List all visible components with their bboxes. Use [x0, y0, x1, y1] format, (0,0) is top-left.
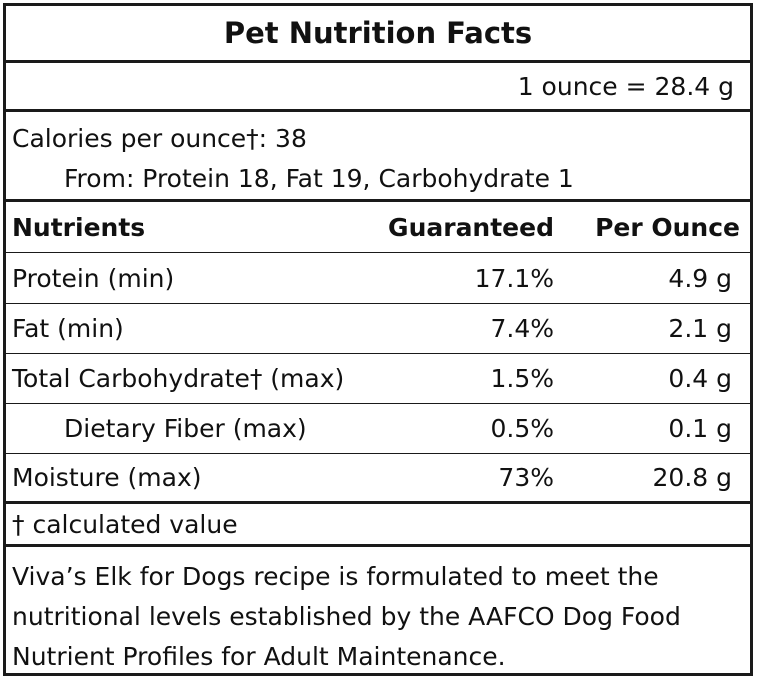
nutrient-guaranteed: 17.1%	[474, 263, 554, 293]
aafco-statement: Viva’s Elk for Dogs recipe is formulated…	[6, 547, 750, 673]
calories-section: Calories per ounce†: 38 From: Protein 18…	[6, 112, 750, 202]
nutrition-facts-panel: Pet Nutrition Facts 1 ounce = 28.4 g Cal…	[3, 3, 753, 676]
serving-size: 1 ounce = 28.4 g	[6, 63, 750, 112]
nutrient-guaranteed: 0.5%	[490, 414, 554, 443]
label-title-text: Pet Nutrition Facts	[223, 16, 533, 50]
nutrients-header-row: Nutrients Guaranteed Per Ounce	[6, 202, 750, 253]
column-header-guaranteed: Guaranteed	[388, 212, 554, 242]
nutrient-name: Fat (min)	[12, 314, 124, 343]
nutrient-name: Dietary Fiber (max)	[64, 414, 307, 443]
nutrient-name: Protein (min)	[12, 263, 175, 293]
nutrient-per-ounce: 0.1 g	[668, 414, 732, 443]
nutrient-per-ounce: 4.9 g	[668, 263, 732, 293]
footnote-text: † calculated value	[12, 509, 238, 539]
nutrient-guaranteed: 73%	[498, 463, 554, 492]
table-row: Fat (min) 7.4% 2.1 g	[6, 304, 750, 354]
nutrient-per-ounce: 20.8 g	[652, 463, 732, 492]
calories-per-ounce: Calories per ounce†: 38	[12, 124, 307, 153]
nutrient-guaranteed: 1.5%	[490, 364, 554, 393]
table-row: Total Carbohydrate† (max) 1.5% 0.4 g	[6, 354, 750, 404]
nutrient-name: Moisture (max)	[12, 463, 202, 492]
nutrient-guaranteed: 7.4%	[490, 314, 554, 343]
calories-from: From: Protein 18, Fat 19, Carbohydrate 1	[64, 164, 574, 193]
nutrient-name: Total Carbohydrate† (max)	[12, 364, 345, 393]
table-row: Moisture (max) 73% 20.8 g	[6, 454, 750, 504]
label-title: Pet Nutrition Facts	[6, 6, 750, 63]
column-header-nutrients: Nutrients	[12, 212, 146, 242]
nutrient-per-ounce: 2.1 g	[668, 314, 732, 343]
footnote: † calculated value	[6, 504, 750, 547]
column-header-per-ounce: Per Ounce	[595, 212, 740, 242]
aafco-statement-text: Viva’s Elk for Dogs recipe is formulated…	[12, 562, 681, 671]
nutrient-per-ounce: 0.4 g	[668, 364, 732, 393]
table-row: Dietary Fiber (max) 0.5% 0.1 g	[6, 404, 750, 454]
table-row: Protein (min) 17.1% 4.9 g	[6, 253, 750, 304]
serving-size-text: 1 ounce = 28.4 g	[517, 71, 734, 101]
